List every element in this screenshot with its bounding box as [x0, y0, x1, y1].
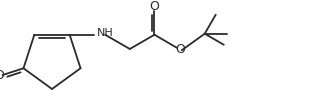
Text: O: O [0, 69, 4, 82]
Text: O: O [175, 43, 185, 56]
Text: NH: NH [97, 28, 113, 38]
Text: O: O [149, 0, 159, 13]
